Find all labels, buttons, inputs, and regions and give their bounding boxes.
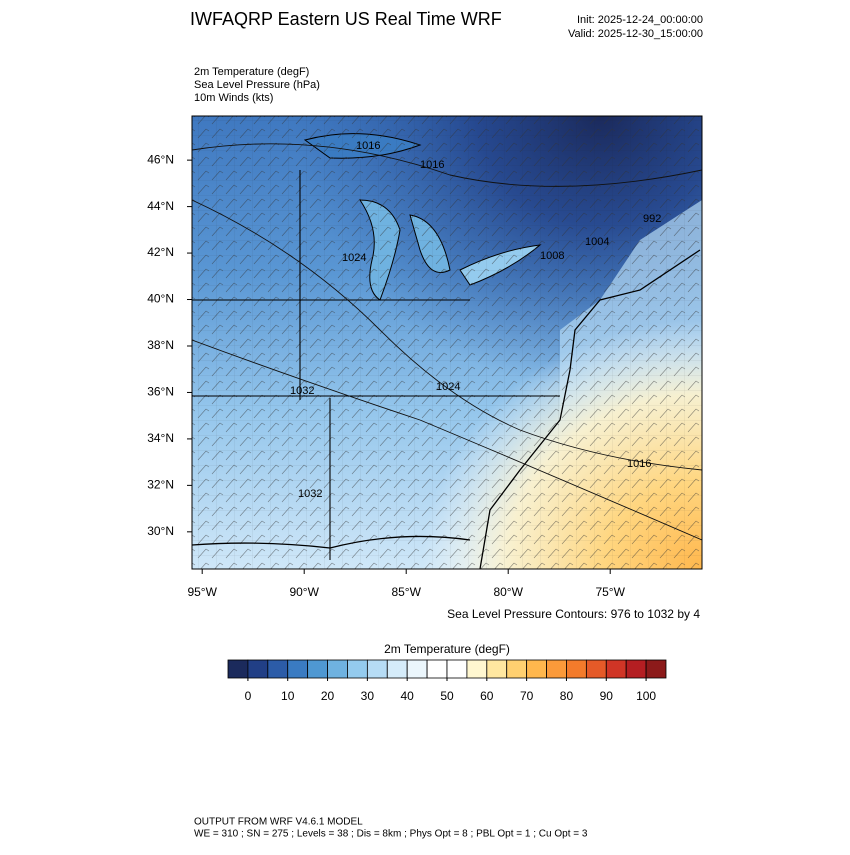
colorbar-box bbox=[247, 659, 269, 679]
contour-labels: 1016 1016 992 1004 1008 1024 1032 1024 1… bbox=[290, 140, 661, 500]
colorbar-box bbox=[625, 659, 647, 679]
colorbar-tick-label: 100 bbox=[636, 689, 656, 703]
lat-label: 36°N bbox=[147, 385, 174, 399]
lon-label: 95°W bbox=[187, 585, 217, 599]
lon-label: 80°W bbox=[493, 585, 523, 599]
colorbar-tick-label: 90 bbox=[600, 689, 614, 703]
colorbar-tick-label: 80 bbox=[560, 689, 574, 703]
colorbar-tick-label: 40 bbox=[401, 689, 415, 703]
lon-label: 85°W bbox=[391, 585, 421, 599]
contour-label: 1032 bbox=[298, 488, 322, 500]
map-frame bbox=[191, 115, 703, 570]
colorbar-box bbox=[287, 659, 309, 679]
colorbar-box bbox=[466, 659, 488, 679]
field-label: Sea Level Pressure (hPa) bbox=[194, 79, 320, 91]
colorbar-box bbox=[267, 659, 289, 679]
colorbar-box bbox=[506, 659, 528, 679]
colorbar-box bbox=[486, 659, 508, 679]
colorbar-tick-label: 70 bbox=[520, 689, 534, 703]
contour-label: 1016 bbox=[356, 140, 380, 152]
colorbar-box bbox=[327, 659, 348, 679]
contour-label: 1008 bbox=[540, 250, 564, 262]
lat-label: 46°N bbox=[147, 152, 174, 166]
colorbar-title: 2m Temperature (degF) bbox=[384, 642, 510, 656]
contour-label: 1016 bbox=[420, 159, 444, 171]
lat-label: 40°N bbox=[147, 292, 174, 306]
colorbar-box bbox=[605, 659, 627, 679]
lat-label: 34°N bbox=[147, 431, 174, 445]
colorbar-box bbox=[227, 659, 249, 679]
contour-label: 1024 bbox=[342, 252, 366, 264]
lat-label: 30°N bbox=[147, 524, 174, 538]
colorbar-box bbox=[347, 659, 368, 679]
colorbar-box bbox=[645, 659, 667, 679]
colorbar-box bbox=[426, 659, 448, 679]
contour-label: 1024 bbox=[436, 381, 460, 393]
colorbar-box bbox=[406, 659, 428, 679]
contour-label: 1032 bbox=[290, 385, 314, 397]
contour-label: 992 bbox=[643, 213, 661, 225]
colorbar-box bbox=[386, 659, 408, 679]
colorbar-box bbox=[366, 659, 388, 679]
field-label: 2m Temperature (degF) bbox=[194, 66, 309, 78]
colorbar-box bbox=[585, 659, 607, 679]
colorbar-tick-label: 0 bbox=[245, 689, 252, 703]
footer-line: OUTPUT FROM WRF V4.6.1 MODEL bbox=[194, 817, 363, 828]
init-time: Init: 2025-12-24_00:00:00 bbox=[577, 14, 703, 26]
colorbar-box bbox=[307, 659, 328, 679]
colorbar-tick-label: 30 bbox=[361, 689, 375, 703]
valid-time: Valid: 2025-12-30_15:00:00 bbox=[568, 28, 703, 40]
map-field bbox=[192, 116, 702, 569]
lon-label: 75°W bbox=[595, 585, 625, 599]
colorbar-tick-label: 20 bbox=[321, 689, 335, 703]
footer-line: WE = 310 ; SN = 275 ; Levels = 38 ; Dis … bbox=[194, 829, 588, 840]
colorbar-box bbox=[446, 659, 468, 679]
contour-label: 1016 bbox=[627, 458, 651, 470]
lat-label: 32°N bbox=[147, 478, 174, 492]
lat-label: 44°N bbox=[147, 199, 174, 213]
lon-label: 90°W bbox=[289, 585, 319, 599]
colorbar-tick-label: 10 bbox=[281, 689, 295, 703]
colorbar-tick-label: 60 bbox=[480, 689, 494, 703]
lat-label: 42°N bbox=[147, 245, 174, 259]
contour-label: 1004 bbox=[585, 236, 609, 248]
colorbar-box bbox=[546, 659, 567, 679]
contour-note: Sea Level Pressure Contours: 976 to 1032… bbox=[447, 607, 700, 621]
field-label: 10m Winds (kts) bbox=[194, 92, 273, 104]
title: IWFAQRP Eastern US Real Time WRF bbox=[190, 9, 502, 29]
colorbar-box bbox=[566, 659, 587, 679]
colorbar-box bbox=[526, 659, 547, 679]
lat-label: 38°N bbox=[147, 338, 174, 352]
colorbar-tick-label: 50 bbox=[440, 689, 454, 703]
